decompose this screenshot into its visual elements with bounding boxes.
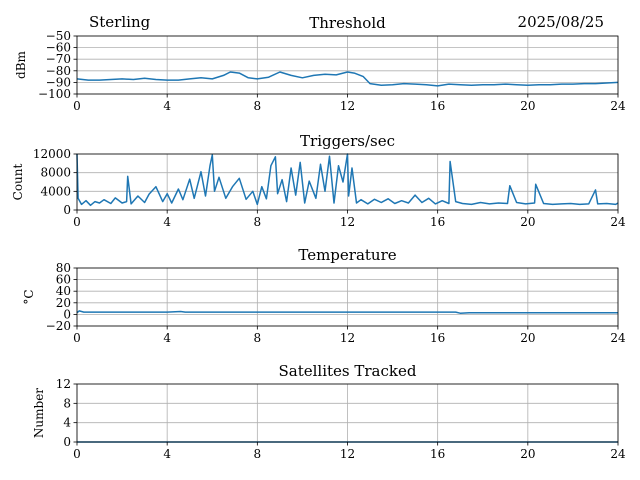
x-tick-label: 16 [430,99,445,113]
series-line [76,153,619,207]
x-tick-label: 4 [163,215,171,229]
x-tick-label: 12 [340,447,355,461]
y-axis-label: Count [11,163,25,200]
x-tick-label: 4 [163,331,171,345]
y-tick-label: 0 [63,435,71,449]
x-tick-label: 4 [163,99,171,113]
y-tick-label: 4 [63,416,71,430]
panel-title: Satellites Tracked [279,362,417,380]
y-tick-label: 4000 [40,184,71,198]
x-tick-label: 20 [520,215,535,229]
x-tick-label: 0 [73,331,81,345]
panel-title: Triggers/sec [300,132,395,150]
station-name: Sterling [89,13,151,31]
x-tick-label: 4 [163,447,171,461]
x-tick-label: 24 [610,331,626,345]
y-tick-label: 8000 [40,166,71,180]
x-tick-label: 16 [430,331,445,345]
panel-title: Threshold [309,14,386,32]
y-tick-label: −60 [46,41,71,55]
y-tick-label: −80 [46,64,71,78]
y-tick-label: 80 [56,261,71,275]
y-tick-label: 0 [63,307,71,321]
y-tick-label: 8 [63,396,71,410]
y-tick-label: −50 [46,29,71,43]
y-tick-label: 0 [63,203,71,217]
x-tick-label: 0 [73,215,81,229]
x-tick-label: 8 [254,331,262,345]
x-tick-label: 8 [254,99,262,113]
x-tick-label: 8 [254,447,262,461]
y-tick-label: 20 [56,296,71,310]
y-tick-label: −70 [46,52,71,66]
x-tick-label: 24 [610,447,626,461]
y-tick-label: −20 [46,319,71,333]
y-axis-label: dBm [14,50,28,79]
y-tick-label: 60 [56,273,71,287]
x-tick-label: 16 [430,215,445,229]
x-tick-label: 12 [340,215,355,229]
x-tick-label: 20 [520,447,535,461]
y-tick-label: −90 [46,75,71,89]
panel-title: Temperature [298,246,396,264]
x-tick-label: 12 [340,99,355,113]
series-line [76,310,618,314]
y-axis-label: Number [32,388,46,438]
x-tick-label: 20 [520,331,535,345]
x-tick-label: 24 [610,99,626,113]
y-axis-label: °C [22,289,36,304]
x-tick-label: 16 [430,447,445,461]
x-tick-label: 20 [520,99,535,113]
x-tick-label: 24 [610,215,626,229]
x-tick-label: 8 [254,215,262,229]
y-tick-label: −100 [38,87,71,101]
report-date: 2025/08/25 [517,13,604,31]
series-line [76,71,619,87]
y-tick-label: 12000 [33,147,71,161]
y-tick-label: 12 [56,377,71,391]
x-tick-label: 12 [340,331,355,345]
y-tick-label: 40 [56,284,71,298]
x-tick-label: 0 [73,99,81,113]
x-tick-label: 0 [73,447,81,461]
